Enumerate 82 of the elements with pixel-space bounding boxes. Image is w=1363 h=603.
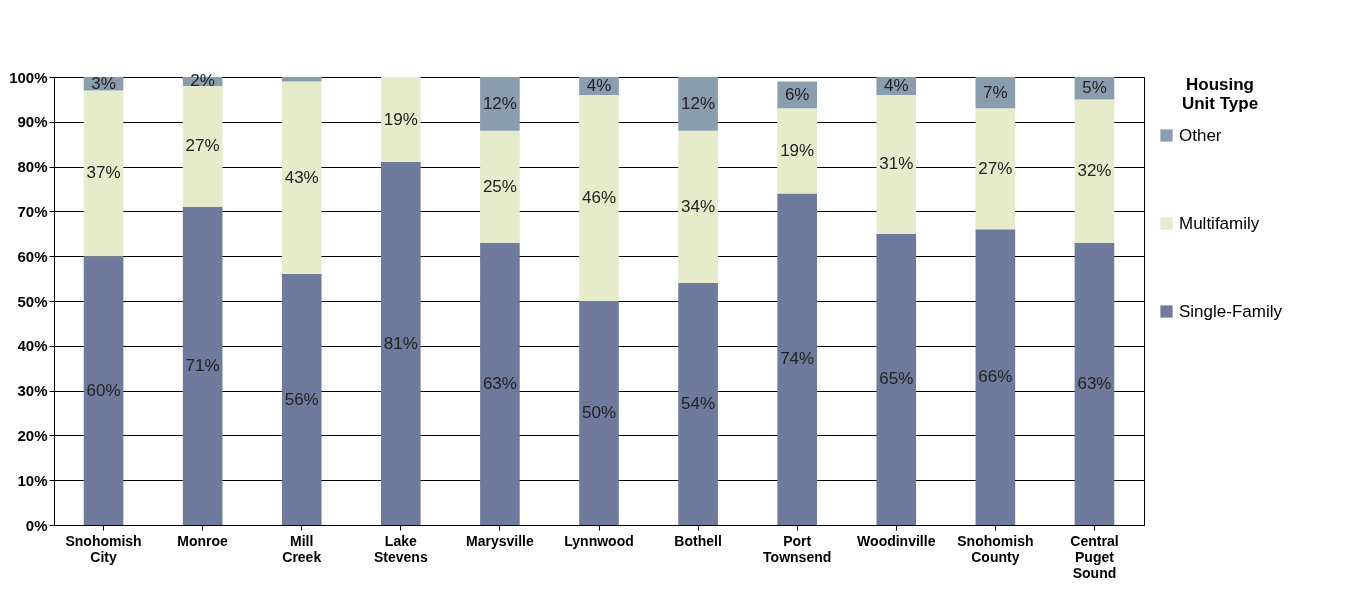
data-label: 46% (581, 187, 617, 207)
x-tick-label: Bothell (674, 532, 722, 549)
data-label: 63% (1077, 373, 1112, 393)
bar (1074, 242, 1115, 525)
x-tick-label: Lake Stevens (373, 532, 428, 565)
data-label: 31% (879, 154, 914, 174)
bar (678, 77, 718, 131)
y-tick-label: 50% (17, 292, 48, 310)
bar (281, 81, 322, 275)
bar (480, 77, 520, 131)
data-label: 5% (1082, 78, 1107, 98)
bar (579, 301, 619, 525)
x-tick-label: Port Townsend (763, 532, 832, 565)
bar (777, 193, 817, 525)
data-label: 27% (978, 158, 1013, 178)
x-tick-label: Monroe (177, 532, 229, 549)
y-tick-label: 90% (17, 113, 48, 131)
data-label: 74% (780, 349, 815, 369)
data-label: 12% (482, 93, 517, 113)
y-tick-label: 20% (17, 426, 48, 444)
x-tick-label: Lynnwood (564, 532, 634, 549)
data-label: 50% (581, 403, 617, 422)
y-tick-label: 40% (17, 337, 48, 355)
data-label: 66% (978, 367, 1013, 387)
bar (876, 94, 917, 234)
legend-label: Multifamily (1179, 213, 1260, 233)
data-label: 63% (482, 373, 517, 393)
bar (1074, 99, 1115, 243)
x-tick-label: Marysville (466, 532, 534, 549)
data-label: 43% (284, 167, 319, 187)
data-label: 27% (185, 136, 220, 156)
data-label: 56% (284, 389, 319, 409)
bar (182, 85, 223, 207)
bar (975, 229, 1016, 525)
bar (678, 283, 718, 525)
data-label: 2% (190, 71, 215, 91)
data-label: 19% (383, 109, 418, 129)
data-label: 3% (91, 73, 116, 93)
x-tick-label: Central Puget Sound (1070, 532, 1119, 581)
data-label: 32% (1077, 161, 1112, 181)
bar (83, 256, 124, 525)
y-tick-label: 100% (9, 68, 48, 86)
y-tick-label: 80% (17, 158, 48, 176)
y-tick-label: 30% (17, 382, 48, 400)
bar (579, 94, 619, 301)
bar (381, 162, 421, 525)
bar (480, 242, 520, 525)
bar (281, 274, 322, 525)
x-tick-label: Snohomish County (957, 532, 1034, 565)
y-tick-label: 70% (17, 202, 48, 220)
data-label: 34% (681, 196, 716, 216)
data-label: 4% (883, 75, 909, 95)
bar (975, 108, 1016, 230)
bar (182, 206, 223, 525)
legend-label: Single-Family (1179, 301, 1283, 321)
data-label: 60% (86, 380, 121, 400)
bar (777, 108, 817, 194)
y-tick-label: 60% (17, 247, 48, 265)
data-label: 4% (586, 75, 612, 95)
data-label: 7% (983, 82, 1008, 102)
data-label: 71% (185, 355, 220, 375)
data-label: 37% (86, 163, 121, 183)
data-label: 81% (383, 333, 418, 353)
data-label: 12% (681, 93, 716, 113)
x-tick-label: Mill Creek (282, 532, 322, 565)
bar (876, 233, 917, 525)
bar (678, 130, 718, 284)
x-tick-label: Woodinville (857, 532, 936, 549)
y-tick-label: 10% (17, 471, 48, 489)
bar (281, 77, 322, 82)
y-tick-label: 0% (25, 516, 48, 534)
data-label: 54% (681, 394, 716, 414)
bar (480, 130, 520, 243)
legend-label: Other (1179, 125, 1222, 145)
data-label: 25% (482, 176, 517, 196)
data-label: 65% (879, 369, 914, 389)
legend-title: Housing Unit Type (1181, 75, 1259, 113)
bar (83, 90, 124, 257)
x-tick-label: Snohomish City (65, 532, 142, 565)
bar (381, 77, 421, 163)
data-label: 6% (784, 84, 810, 104)
data-label: 19% (780, 140, 815, 160)
